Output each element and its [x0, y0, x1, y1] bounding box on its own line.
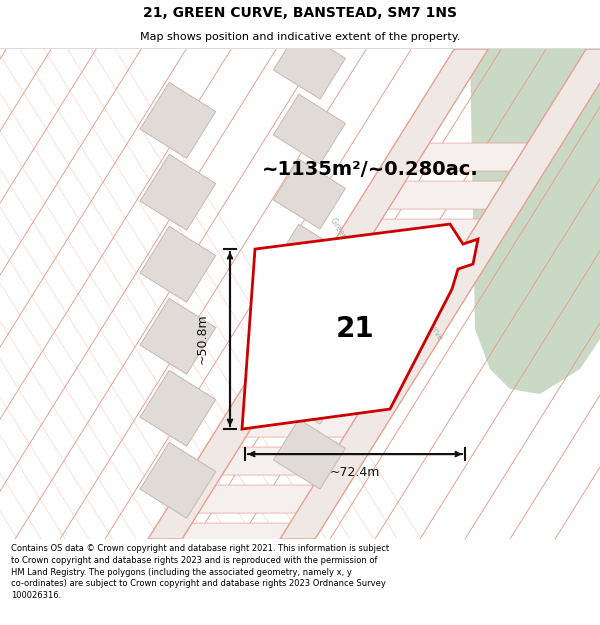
Polygon shape: [388, 181, 504, 209]
Polygon shape: [242, 224, 478, 429]
Polygon shape: [140, 371, 216, 446]
Polygon shape: [198, 485, 314, 513]
Polygon shape: [175, 523, 290, 551]
Polygon shape: [274, 419, 346, 489]
Text: ~50.8m: ~50.8m: [196, 314, 209, 364]
Polygon shape: [274, 94, 346, 164]
Polygon shape: [364, 219, 480, 247]
Polygon shape: [140, 226, 216, 302]
Polygon shape: [317, 295, 433, 323]
Polygon shape: [140, 82, 216, 158]
Polygon shape: [274, 224, 346, 294]
Polygon shape: [274, 29, 346, 99]
Text: Map shows position and indicative extent of the property.: Map shows position and indicative extent…: [140, 32, 460, 42]
Polygon shape: [280, 49, 600, 539]
Polygon shape: [470, 49, 600, 394]
Polygon shape: [140, 442, 216, 518]
Text: Green Curve: Green Curve: [328, 216, 361, 262]
Text: Green Curve: Green Curve: [411, 296, 444, 342]
Text: ~1135m²/~0.280ac.: ~1135m²/~0.280ac.: [262, 159, 478, 179]
Polygon shape: [412, 143, 527, 171]
Polygon shape: [274, 289, 346, 359]
Polygon shape: [140, 298, 216, 374]
Text: 21, GREEN CURVE, BANSTEAD, SM7 1NS: 21, GREEN CURVE, BANSTEAD, SM7 1NS: [143, 6, 457, 20]
Polygon shape: [293, 333, 409, 361]
Polygon shape: [246, 409, 361, 437]
Text: 21: 21: [335, 315, 374, 343]
Text: ~72.4m: ~72.4m: [330, 466, 380, 479]
Polygon shape: [274, 159, 346, 229]
Polygon shape: [269, 371, 385, 399]
Polygon shape: [341, 257, 456, 285]
Polygon shape: [274, 354, 346, 424]
Polygon shape: [222, 447, 337, 475]
Polygon shape: [140, 154, 216, 230]
Text: Contains OS data © Crown copyright and database right 2021. This information is : Contains OS data © Crown copyright and d…: [11, 544, 389, 600]
Polygon shape: [148, 49, 488, 539]
